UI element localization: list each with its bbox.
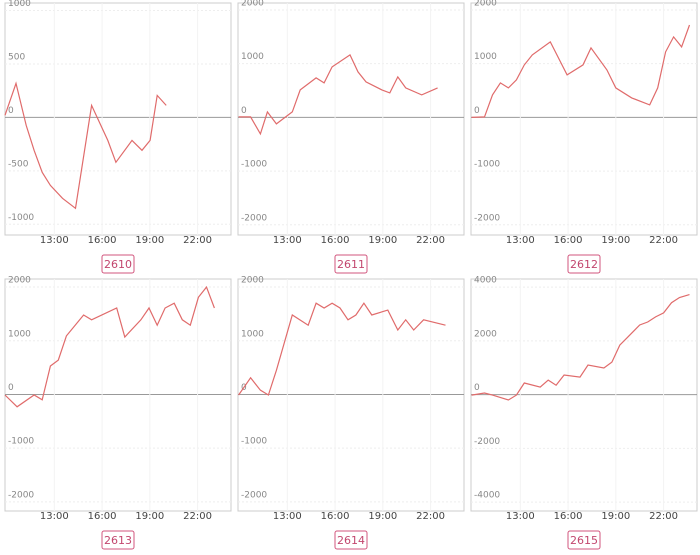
y-tick-label: 2000	[474, 0, 497, 8]
data-line	[471, 24, 691, 118]
x-tick-label: 13:00	[273, 235, 302, 246]
x-tick-label: 19:00	[368, 235, 397, 246]
x-tick-label: 19:00	[135, 235, 164, 246]
x-tick-label: 22:00	[649, 511, 678, 522]
x-tick-label: 16:00	[88, 235, 117, 246]
x-tick-label: 16:00	[88, 511, 117, 522]
y-tick-label: 2000	[241, 276, 264, 286]
y-tick-label: 1000	[8, 0, 31, 9]
x-tick-label: 13:00	[40, 511, 69, 522]
x-tick-label: 22:00	[183, 511, 212, 522]
y-tick-label: 0	[474, 106, 480, 116]
y-tick-label: 0	[474, 383, 480, 393]
tab-button[interactable]	[567, 530, 601, 550]
tab-button[interactable]	[334, 530, 368, 550]
x-tick-label: 16:00	[554, 511, 583, 522]
y-tick-label: -2000	[474, 213, 500, 223]
y-tick-label: 4000	[474, 276, 497, 286]
x-tick-label: 16:00	[554, 235, 583, 246]
x-tick-label: 19:00	[601, 235, 630, 246]
data-line	[238, 54, 438, 136]
y-tick-label: -2000	[8, 490, 34, 500]
x-tick-label: 22:00	[649, 235, 678, 246]
y-tick-label: -1000	[474, 160, 500, 170]
x-tick-label: 13:00	[506, 235, 535, 246]
x-tick-label: 13:00	[40, 235, 69, 246]
tab-button[interactable]	[567, 254, 601, 274]
tab-label[interactable]: 2615	[570, 534, 598, 547]
y-tick-label: 1000	[241, 52, 264, 62]
tab-button[interactable]	[101, 530, 135, 550]
y-tick-label: -1000	[8, 213, 34, 223]
x-tick-label: 16:00	[321, 235, 350, 246]
data-line	[4, 285, 215, 408]
y-tick-label: -2000	[241, 490, 267, 500]
panel	[4, 2, 232, 236]
tab-label[interactable]: 2613	[104, 534, 132, 547]
x-tick-label: 16:00	[321, 511, 350, 522]
y-tick-label: 1000	[8, 329, 31, 339]
y-tick-label: -2000	[241, 213, 267, 223]
x-tick-label: 13:00	[273, 511, 302, 522]
data-line	[471, 294, 690, 401]
x-tick-label: 19:00	[601, 511, 630, 522]
y-tick-label: 0	[8, 383, 14, 393]
tab-button[interactable]	[334, 254, 368, 274]
y-tick-label: 0	[241, 106, 247, 116]
y-tick-label: 1000	[241, 329, 264, 339]
panel	[237, 2, 465, 236]
x-tick-label: 22:00	[183, 235, 212, 246]
y-tick-label: -1000	[241, 160, 267, 170]
tab-label[interactable]: 2612	[570, 258, 598, 271]
data-line	[4, 81, 167, 210]
y-tick-label: -2000	[474, 437, 500, 447]
y-tick-label: 1000	[474, 52, 497, 62]
y-tick-label: -500	[8, 159, 29, 169]
y-tick-label: 2000	[241, 0, 264, 8]
x-tick-label: 22:00	[416, 235, 445, 246]
tab-button[interactable]	[101, 254, 135, 274]
x-tick-label: 19:00	[368, 511, 397, 522]
tab-label[interactable]: 2611	[337, 258, 365, 271]
panel	[470, 2, 698, 236]
data-line	[238, 302, 446, 396]
y-tick-label: 500	[8, 52, 25, 62]
y-tick-label: -1000	[8, 437, 34, 447]
tab-label[interactable]: 2614	[337, 534, 365, 547]
x-tick-label: 13:00	[506, 511, 535, 522]
y-tick-label: -1000	[241, 437, 267, 447]
y-tick-label: 2000	[474, 329, 497, 339]
panel	[4, 278, 232, 512]
y-tick-label: -4000	[474, 491, 500, 501]
x-tick-label: 22:00	[416, 511, 445, 522]
y-tick-label: 0	[8, 106, 14, 116]
y-tick-label: 2000	[8, 276, 31, 286]
x-tick-label: 19:00	[135, 511, 164, 522]
tab-label[interactable]: 2610	[104, 258, 132, 271]
